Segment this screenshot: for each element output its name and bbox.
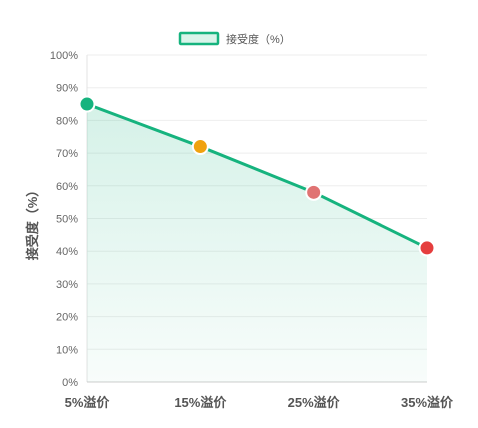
y-tick-label: 60% [56, 181, 78, 193]
y-tick-label: 30% [56, 279, 78, 291]
y-tick-label: 10% [56, 344, 78, 356]
y-tick-label: 80% [56, 115, 78, 127]
series-area [87, 104, 427, 383]
x-tick-label: 5%溢价 [65, 395, 111, 410]
y-axis: 0% 10% 20% 30% 40% 50% 60% 70% 80% 90% 100% [50, 50, 78, 389]
y-axis-title: 接受度（%） [25, 184, 40, 261]
series-line [86, 102, 428, 250]
plot-area [78, 95, 436, 383]
x-tick-label: 15%溢价 [174, 395, 227, 410]
legend-label: 接受度（%） [226, 32, 291, 46]
y-tick-label: 90% [56, 83, 78, 95]
data-point[interactable] [191, 138, 209, 156]
legend-swatch [178, 31, 220, 46]
x-axis: 5%溢价 15%溢价 25%溢价 35%溢价 [65, 395, 454, 410]
data-point[interactable] [418, 239, 436, 257]
x-tick-label: 25%溢价 [288, 395, 341, 410]
y-tick-label: 40% [56, 246, 78, 258]
data-point[interactable] [78, 95, 96, 113]
x-tick-label: 35%溢价 [401, 395, 454, 410]
y-tick-label: 0% [62, 377, 78, 389]
y-tick-label: 50% [56, 214, 78, 226]
y-tick-label: 100% [50, 50, 78, 62]
data-point[interactable] [305, 183, 323, 201]
y-tick-label: 70% [56, 148, 78, 160]
y-tick-label: 20% [56, 312, 78, 324]
legend[interactable]: 接受度（%） [178, 31, 291, 46]
